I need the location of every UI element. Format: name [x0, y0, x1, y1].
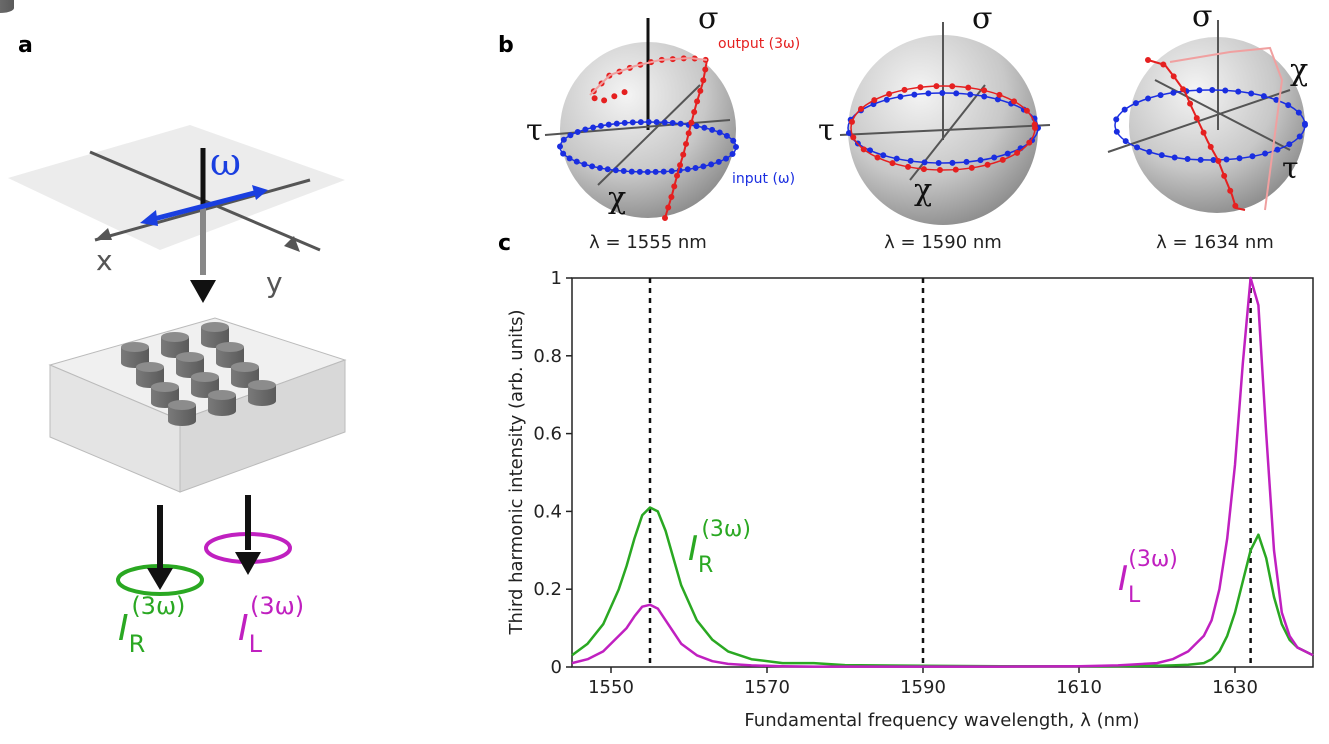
series-annotation: IR (3ω) — [688, 517, 751, 578]
x-tick-label: 1590 — [900, 677, 946, 698]
arrow-head — [190, 280, 216, 303]
x-tick-label: 1550 — [588, 677, 634, 698]
output-label: IR (3ω) — [118, 592, 185, 658]
axis-label: y — [266, 266, 283, 299]
output-trace — [848, 83, 1038, 173]
axis-label: χ — [914, 173, 932, 208]
panel-letter: a — [18, 33, 33, 58]
omega-label: ω — [210, 140, 241, 184]
axis-label: χ — [608, 181, 626, 216]
pillars — [0, 0, 276, 426]
input-trace — [1112, 87, 1308, 163]
y-tick-label: 0.8 — [533, 346, 562, 367]
panel-b: b σ τ χ output (3ω) input (ω) λ = 1555 n… — [498, 0, 1308, 253]
output-trace — [1169, 46, 1284, 211]
axis-label: σ — [1192, 0, 1212, 34]
axis-line — [839, 124, 1051, 136]
output-trace — [589, 56, 708, 96]
arrow-head — [284, 236, 300, 252]
arrow-head — [235, 552, 261, 575]
x-tick-label: 1570 — [744, 677, 790, 698]
superscript: (3ω) — [1128, 547, 1178, 572]
arrow-head — [95, 228, 112, 240]
series-annotation: IL (3ω) — [1118, 547, 1178, 608]
axis-label: τ — [818, 113, 835, 148]
y-tick-label: 0.4 — [533, 501, 562, 522]
symbol: I — [118, 608, 129, 649]
substrate — [179, 359, 346, 493]
axis-label: x — [96, 244, 113, 277]
x-axis-label: Fundamental frequency wavelength, λ (nm) — [744, 710, 1139, 731]
superscript: (3ω) — [131, 592, 185, 620]
input-label: input (ω) — [732, 171, 795, 187]
caption: λ = 1590 nm — [884, 232, 1002, 253]
panel-c: c Fundamental frequency wavelength, λ (n… — [498, 231, 1314, 731]
subscript: R — [129, 630, 146, 658]
output-trace — [1145, 57, 1248, 213]
subscript: L — [249, 630, 263, 658]
caption: λ = 1634 nm — [1156, 232, 1274, 253]
data-line — [571, 276, 1314, 668]
x-tick-label: 1610 — [1056, 677, 1102, 698]
subscript: R — [698, 553, 713, 578]
caption: λ = 1555 nm — [589, 232, 707, 253]
arrow-head — [140, 210, 158, 226]
panel-letter: b — [498, 33, 514, 58]
polarization — [149, 189, 259, 223]
arrow-head — [252, 185, 268, 200]
data-line — [571, 506, 1314, 668]
symbol: I — [688, 529, 698, 569]
subscript: L — [1128, 583, 1141, 608]
arrow-head — [147, 568, 173, 590]
panel-a: a ω x y IR(3ω) IL(3ω) — [0, 0, 347, 658]
superscript: (3ω) — [250, 592, 304, 620]
symbol: I — [1118, 559, 1128, 599]
output-label: IL (3ω) — [238, 592, 304, 658]
axis-label: χ — [1290, 53, 1308, 88]
panel-letter: c — [498, 231, 511, 256]
input-trace — [559, 121, 737, 173]
y-axis-label: Third harmonic intensity (arb. units) — [506, 309, 527, 635]
axis-label: σ — [972, 1, 992, 36]
axis-label: σ — [698, 1, 718, 36]
y-tick-label: 0.6 — [533, 424, 562, 445]
x-tick-label: 1630 — [1212, 677, 1258, 698]
superscript: (3ω) — [701, 517, 751, 542]
plot-frame — [571, 277, 1314, 668]
y-tick-label: 1 — [551, 268, 562, 289]
y-tick-label: 0.2 — [533, 579, 562, 600]
symbol: I — [238, 608, 249, 649]
output-label: output (3ω) — [718, 36, 800, 52]
axis-label: τ — [1282, 151, 1299, 186]
axis-label: τ — [526, 113, 543, 148]
y-tick-label: 0 — [551, 657, 562, 678]
output-trace — [664, 59, 708, 219]
